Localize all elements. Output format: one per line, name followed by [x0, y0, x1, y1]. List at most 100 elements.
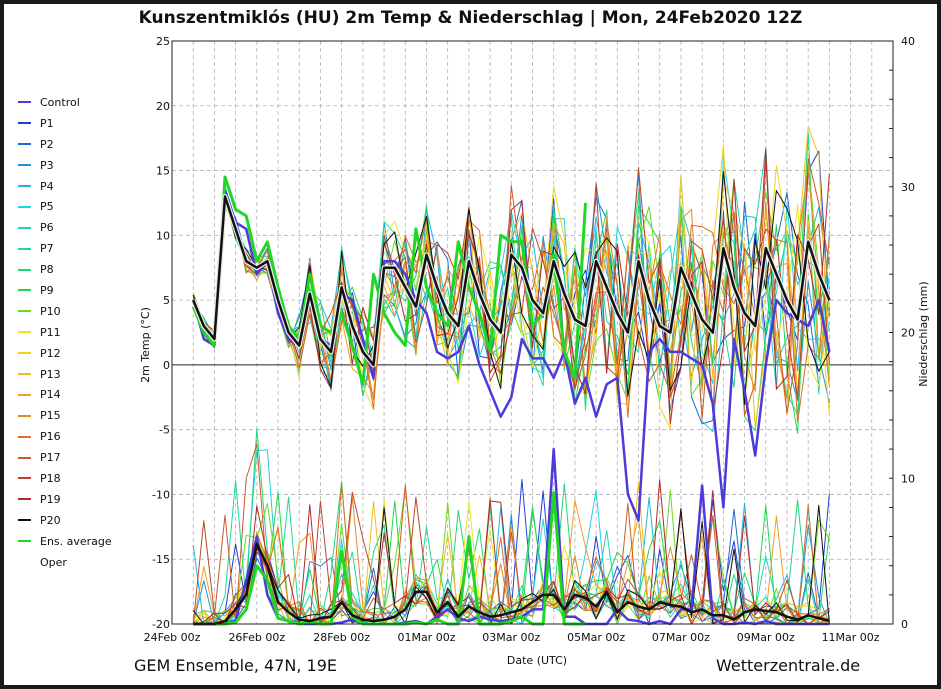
- x-tick-label: 05Mar 00z: [567, 631, 625, 644]
- legend-item: P14: [18, 384, 112, 405]
- legend-swatch: [18, 561, 31, 563]
- chart-title: Kunszentmiklós (HU) 2m Temp & Niederschl…: [138, 8, 803, 28]
- member-precip-line-p10: [193, 488, 830, 625]
- y-tick-label: 5: [163, 294, 170, 307]
- y-tick-label: 0: [163, 359, 170, 372]
- y-tick-label: -5: [159, 424, 170, 437]
- legend-swatch: [18, 143, 31, 146]
- legend-swatch: [18, 247, 31, 250]
- legend-swatch: [18, 352, 31, 355]
- legend-swatch: [18, 519, 31, 522]
- legend-swatch: [18, 185, 31, 187]
- legend-label: P7: [40, 242, 54, 256]
- legend-label: P4: [40, 179, 54, 193]
- legend-swatch: [18, 122, 31, 125]
- legend-item: P16: [18, 426, 112, 447]
- legend-swatch: [18, 435, 31, 438]
- legend-item: P19: [18, 489, 112, 510]
- legend-label: P1: [40, 116, 54, 130]
- legend-item: P7: [18, 238, 112, 259]
- y2-tick-label: 0: [901, 618, 908, 631]
- legend-swatch: [18, 373, 31, 376]
- legend-label: P3: [40, 158, 54, 172]
- member-temp-line-p19: [192, 148, 830, 425]
- legend-swatch: [18, 414, 31, 417]
- legend-label: P10: [40, 304, 61, 318]
- legend-item: P13: [18, 364, 112, 385]
- legend-swatch: [18, 101, 31, 104]
- legend-swatch: [18, 393, 31, 396]
- x-tick-label: 09Mar 00z: [737, 631, 795, 644]
- legend-item: P12: [18, 343, 112, 364]
- legend-swatch: [18, 540, 31, 543]
- legend-item: P1: [18, 113, 112, 134]
- x-tick-label: 03Mar 00z: [482, 631, 540, 644]
- y2-tick-label: 30: [901, 181, 915, 194]
- legend-label: Oper: [40, 555, 67, 569]
- legend-item: P11: [18, 322, 112, 343]
- legend-label: P16: [40, 430, 61, 444]
- legend-swatch: [18, 164, 31, 167]
- legend-label: P8: [40, 263, 54, 277]
- legend-item: P18: [18, 468, 112, 489]
- source-label: Wetterzentrale.de: [716, 656, 861, 675]
- member-temp-line-p17: [192, 157, 830, 420]
- legend-item: P3: [18, 155, 112, 176]
- legend-swatch: [18, 498, 31, 501]
- member-temp-line-p8: [192, 131, 830, 396]
- legend-label: P14: [40, 388, 61, 402]
- legend-swatch: [18, 477, 31, 480]
- x-tick-label: 24Feb 00z: [144, 631, 201, 644]
- y-axis-label: 2m Temp (°C): [139, 307, 152, 383]
- legend-label: P17: [40, 451, 61, 465]
- legend-item: P2: [18, 134, 112, 155]
- legend-item: P8: [18, 259, 112, 280]
- average-temp-line: [192, 195, 831, 367]
- x-tick-label: 28Feb 00z: [313, 631, 370, 644]
- x-tick-label: 01Mar 00z: [397, 631, 455, 644]
- model-label: GEM Ensemble, 47N, 19E: [134, 656, 337, 675]
- legend-swatch: [18, 310, 31, 313]
- legend-item: P9: [18, 280, 112, 301]
- legend-swatch: [18, 226, 31, 229]
- legend-item: P17: [18, 447, 112, 468]
- legend-item: Control: [18, 92, 112, 113]
- legend-item: Oper: [18, 552, 112, 573]
- axes: 24Feb 00z 26Feb 00z 28Feb 00z 01Mar 00z 03Ma…: [144, 35, 915, 644]
- y2-axis-label: Niederschlag (mm): [917, 281, 930, 386]
- legend-item: P5: [18, 196, 112, 217]
- legend-item: P10: [18, 301, 112, 322]
- x-tick-label: 11Mar 00z: [822, 631, 880, 644]
- legend-item: Ens. average: [18, 531, 112, 552]
- legend-item: P15: [18, 405, 112, 426]
- legend-label: P13: [40, 367, 61, 381]
- legend-label: P12: [40, 346, 61, 360]
- legend-label: P15: [40, 409, 61, 423]
- legend-label: P11: [40, 325, 61, 339]
- legend-swatch: [18, 331, 31, 334]
- legend-label: P19: [40, 492, 61, 506]
- y-tick-label: 25: [156, 35, 170, 48]
- legend-label: P2: [40, 137, 54, 151]
- x-axis-label: Date (UTC): [507, 654, 567, 667]
- y2-tick-label: 20: [901, 327, 915, 340]
- y-tick-label: 15: [156, 165, 170, 178]
- y-tick-label: -20: [152, 618, 170, 631]
- x-tick-label: 26Feb 00z: [228, 631, 285, 644]
- legend-label: P18: [40, 471, 61, 485]
- y-tick-label: 20: [156, 100, 170, 113]
- y-tick-label: 10: [156, 229, 170, 242]
- legend: Control P1 P2 P3 P4 P5 P6 P7 P8 P9 P10 P11 P12 P13 P14…: [18, 92, 112, 572]
- y-tick-label: -10: [152, 488, 170, 501]
- y2-tick-label: 10: [901, 472, 915, 485]
- y-tick-label: -15: [152, 553, 170, 566]
- legend-label: P5: [40, 200, 54, 214]
- legend-item: P4: [18, 176, 112, 197]
- legend-swatch: [18, 456, 31, 459]
- legend-label: P20: [40, 513, 61, 527]
- legend-swatch: [18, 289, 31, 292]
- oper-temp-line: [191, 175, 587, 386]
- legend-label: Ens. average: [40, 534, 112, 548]
- legend-label: P6: [40, 221, 54, 235]
